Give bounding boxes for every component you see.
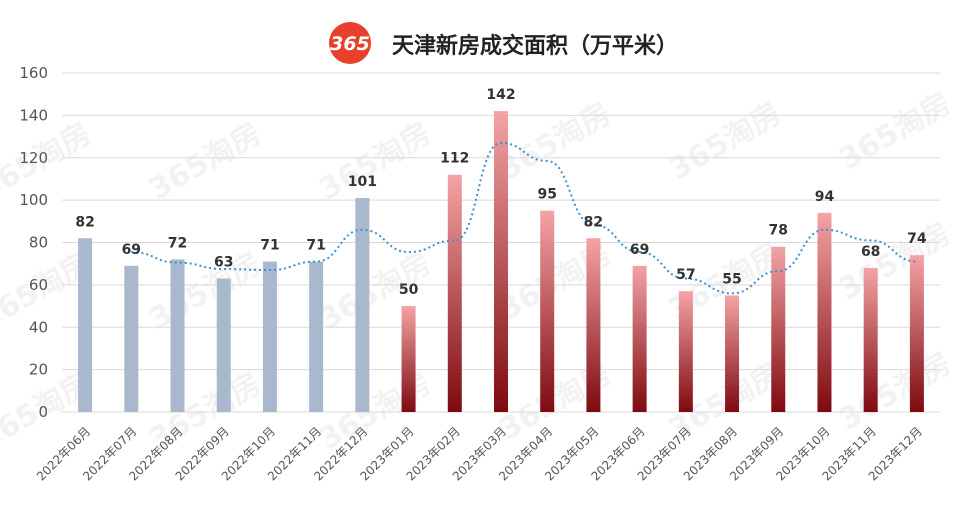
y-tick-label: 160 [19, 64, 48, 82]
data-label: 82 [75, 214, 94, 230]
watermark-text: 365淘房 [833, 86, 957, 178]
bar [817, 212, 832, 412]
bar [170, 259, 185, 412]
bar [447, 174, 462, 412]
data-label: 57 [676, 267, 695, 283]
bar [909, 255, 924, 412]
bar [863, 267, 878, 412]
data-label: 55 [722, 271, 741, 287]
data-label: 112 [440, 151, 469, 167]
data-label: 68 [861, 244, 880, 260]
bar [309, 261, 324, 412]
bar [771, 246, 786, 412]
watermark-text: 365淘房 [313, 116, 437, 208]
y-tick-label: 100 [19, 191, 48, 209]
watermark-text: 365淘房 [833, 216, 957, 308]
data-label: 142 [486, 87, 515, 103]
data-label: 74 [907, 231, 927, 247]
data-label: 101 [348, 174, 377, 190]
chart-header: 365 天津新房成交面积（万平米） [329, 22, 678, 64]
watermark-text: 365淘房 [0, 116, 97, 208]
trendline [131, 141, 917, 295]
bar [355, 198, 370, 412]
bar [632, 265, 647, 412]
data-label: 72 [168, 235, 187, 251]
chart-title: 天津新房成交面积（万平米） [392, 33, 678, 59]
bar [586, 238, 601, 412]
data-label: 71 [306, 238, 325, 254]
data-label: 71 [260, 238, 279, 254]
bar [262, 261, 277, 412]
data-label: 69 [630, 242, 649, 258]
y-tick-label: 40 [29, 318, 48, 336]
y-tick-label: 20 [29, 361, 48, 379]
bars [78, 111, 924, 412]
watermark-layer: 365淘房 365淘房 365淘房 365淘房 365淘房 365淘房 365淘房 365淘房… [0, 86, 957, 458]
bar [494, 111, 508, 412]
y-tick-label: 60 [29, 276, 48, 294]
logo-text: 365 [330, 33, 370, 55]
bar [540, 210, 555, 412]
x-axis-tick-labels: 2022年06月2022年07月2022年08月2022年09月2022年10月… [34, 424, 925, 483]
logo-icon [329, 22, 371, 64]
watermark-text: 365淘房 [833, 346, 957, 438]
data-label: 63 [214, 255, 233, 271]
data-labels: 82 69 72 63 71 71 101 50 112 142 95 82 69 57 55 78 94 68 7… [75, 87, 927, 298]
watermark-text: 365淘房 [143, 116, 267, 208]
y-axis-tick-labels: 0 20 40 60 80 100 120 140 160 [19, 64, 48, 421]
bar [725, 295, 740, 412]
y-tick-label: 0 [38, 403, 48, 421]
watermark-text: 365淘房 [663, 96, 787, 188]
y-tick-label: 80 [29, 234, 48, 252]
y-tick-label: 140 [19, 106, 48, 124]
data-label: 95 [537, 187, 556, 203]
bar [78, 238, 93, 412]
bar [124, 265, 139, 412]
bar [216, 278, 231, 412]
data-label: 69 [122, 242, 141, 258]
y-tick-label: 120 [19, 149, 48, 167]
data-label: 94 [815, 189, 835, 205]
data-label: 78 [769, 223, 788, 239]
data-label: 82 [584, 214, 603, 230]
watermark-text: 365淘房 [493, 96, 617, 188]
watermark-text: 365淘房 [313, 246, 437, 338]
data-label: 50 [399, 282, 419, 298]
bar [401, 306, 416, 412]
bar [678, 291, 693, 412]
